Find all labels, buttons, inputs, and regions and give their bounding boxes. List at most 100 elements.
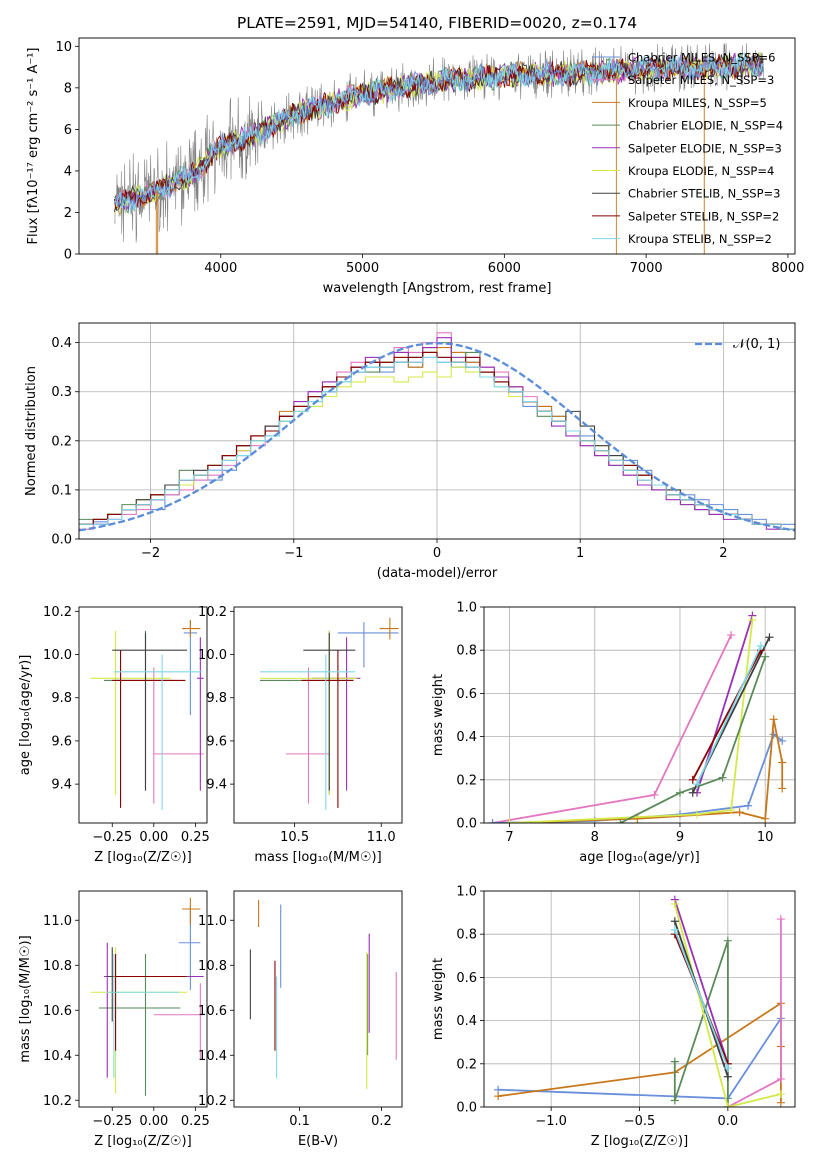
x-tick-label: 10 — [757, 830, 774, 845]
spectrum-model-line-krou_stelib — [114, 53, 764, 213]
y-tick-label: 0.6 — [456, 971, 477, 986]
legend-entry: Chabrier MILES, N_SSP=6 — [592, 51, 775, 65]
y-tick-label: 9.8 — [206, 691, 227, 706]
mass_ebv-panel: 0.1 0.2 10.2 10.4 10.6 10.8 11.0 E(B-V) — [198, 890, 403, 1149]
y-tick-label: 9.6 — [206, 734, 227, 749]
y-tick-label: 0.2 — [51, 434, 72, 449]
y-tick-label: 10.6 — [43, 1004, 72, 1019]
axes-frame — [233, 606, 403, 824]
x-tick-label: −1.0 — [535, 1114, 567, 1129]
x-tick-label: −1 — [284, 546, 303, 561]
mw-marker — [488, 819, 497, 823]
mw-marker — [675, 788, 684, 797]
y-tick-label: 0.4 — [456, 1014, 477, 1029]
mw-marker — [723, 1064, 732, 1073]
x-axis-label: age [log₁₀(age/yr)] — [579, 850, 700, 865]
age_z-panel: −0.25 0.00 0.25 9.4 9.6 9.8 10.0 10.2 Z [log₁₀(Z… — [18, 605, 210, 865]
x-tick-label: 9 — [676, 830, 684, 845]
mw-marker — [778, 758, 787, 767]
y-tick-label: 9.8 — [51, 691, 72, 706]
x-tick-label: 2 — [719, 546, 727, 561]
y-tick-label: 10.0 — [43, 648, 72, 663]
y-tick-label: 0.8 — [456, 644, 477, 659]
x-tick-label: 0.25 — [181, 1114, 210, 1129]
errorbar-chab_elodie — [98, 954, 181, 1096]
mw-marker — [744, 801, 753, 810]
mw_z-panel: −1.0 −0.5 0.0 0.0 0.2 0.4 0.6 0.8 1.0 Z [log₁₀(Z/… — [431, 885, 796, 1149]
mw-marker — [776, 915, 785, 924]
mw-line — [492, 634, 732, 823]
x-tick-label: 0 — [433, 546, 441, 561]
errorbar-krou_elodie — [90, 630, 171, 795]
legend-entry: 𝒩(0, 1) — [695, 337, 780, 352]
y-axis-label: Flux [fλ10⁻¹⁷ erg cm⁻² s⁻¹ A⁻¹] — [26, 48, 41, 245]
mw-marker — [670, 899, 679, 908]
x-axis-label: wavelength [Angstrom, rest frame] — [323, 281, 552, 296]
y-tick-label: 11.0 — [198, 914, 227, 929]
errorbar-chab_elodie — [259, 630, 354, 795]
mw-series-salp_miles — [488, 631, 736, 823]
y-tick-label: 9.4 — [206, 778, 227, 793]
y-tick-label: 10.2 — [43, 605, 72, 620]
axes-frame — [78, 606, 208, 824]
y-tick-label: 9.6 — [51, 734, 72, 749]
errorbar-krou_stelib — [113, 654, 203, 811]
y-tick-label: 10.4 — [198, 1049, 227, 1064]
mw-marker — [718, 773, 727, 782]
x-tick-label: 0.2 — [371, 1114, 392, 1129]
y-axis-label: age [log₁₀(age/yr)] — [18, 655, 33, 776]
errorbar-salp_stelib — [112, 650, 186, 808]
mw-marker — [494, 1092, 503, 1101]
y-tick-label: 0.4 — [456, 730, 477, 745]
x-tick-label: 0.1 — [289, 1114, 310, 1129]
mass_z-plot-area — [90, 897, 204, 1096]
y-tick-label: 10.4 — [43, 1049, 72, 1064]
x-tick-label: 7 — [505, 830, 513, 845]
y-tick-label: 10.2 — [198, 1094, 227, 1109]
mw-marker — [776, 1074, 785, 1083]
mw-marker — [778, 736, 787, 745]
errorbar-salp_miles — [285, 667, 330, 804]
mass_ebv-plot-area — [249, 900, 397, 1089]
legend-entry: Salpeter ELODIE, N_SSP=3 — [592, 141, 782, 155]
mw-marker — [761, 652, 770, 661]
y-tick-label: 8 — [64, 81, 72, 96]
errorbar-krou_miles — [182, 619, 201, 638]
x-tick-label: 0.25 — [181, 830, 210, 845]
y-tick-label: 10.8 — [43, 959, 72, 974]
mw_age-plot-area — [488, 611, 787, 823]
x-tick-label: 11.0 — [367, 830, 396, 845]
mw-marker — [688, 775, 697, 784]
legend-label: Kroupa MILES, N_SSP=5 — [628, 96, 767, 110]
y-tick-label: 0.3 — [51, 385, 72, 400]
y-tick-label: 10.2 — [198, 605, 227, 620]
y-tick-label: 0.6 — [456, 687, 477, 702]
y-tick-label: 10 — [55, 40, 72, 55]
mw-marker — [693, 810, 702, 819]
normal-curve — [79, 342, 795, 532]
legend-entry: Salpeter STELIB, N_SSP=2 — [592, 209, 779, 223]
x-axis-label: E(B-V) — [298, 1134, 338, 1149]
axes-frame — [233, 890, 403, 1108]
mw-series-salp_miles — [723, 915, 785, 1107]
y-tick-label: 9.4 — [51, 778, 72, 793]
axes-frame — [483, 606, 796, 824]
y-tick-label: 1.0 — [456, 885, 477, 900]
mw-line — [727, 919, 782, 1107]
age_mass-plot-area — [259, 617, 399, 811]
y-tick-label: 0.2 — [456, 773, 477, 788]
x-axis-label: mass [log₁₀(M/M☉)] — [254, 850, 381, 865]
mw-marker — [778, 784, 787, 793]
x-tick-label: −0.25 — [92, 830, 132, 845]
legend-label: Salpeter STELIB, N_SSP=2 — [628, 209, 779, 223]
legend-entry: Chabrier STELIB, N_SSP=3 — [592, 187, 780, 201]
x-tick-label: 7000 — [630, 261, 663, 276]
x-tick-label: 0.00 — [139, 1114, 168, 1129]
x-tick-label: −0.25 — [92, 1114, 132, 1129]
mw-line — [619, 656, 767, 823]
y-axis-label: mass [log₁₀(M/M☉)] — [18, 935, 33, 1062]
residuals-panel: −2 −1 0 1 2 0.0 0.1 0.2 0.3 0.4 (data-model)/error… — [24, 322, 796, 581]
legend-label: 𝒩(0, 1) — [733, 337, 780, 352]
x-axis-label: Z [log₁₀(Z/Z☉)] — [591, 1134, 688, 1149]
y-tick-label: 0.4 — [51, 336, 72, 351]
